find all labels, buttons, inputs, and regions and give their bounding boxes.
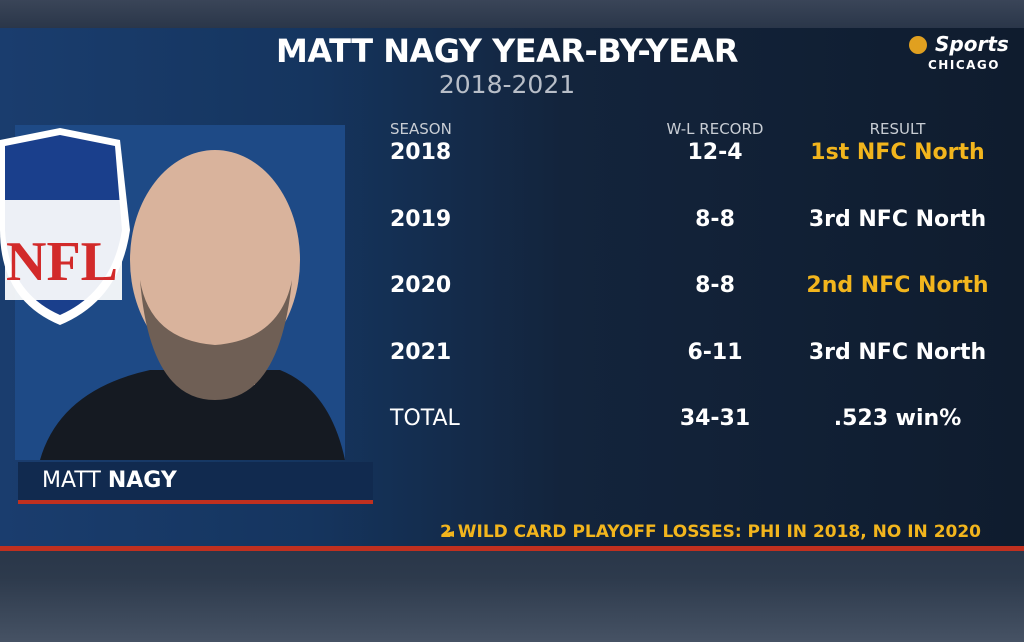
result: 1st NFC North (810, 140, 985, 165)
season: 2021 (390, 339, 452, 365)
record: 8-8 (695, 273, 735, 298)
result: 3rd NFC North (808, 206, 987, 232)
result: .523 win% (833, 406, 962, 431)
shirt (40, 370, 345, 460)
column-header: W-L RECORD (666, 120, 764, 138)
season: 2019 (390, 206, 452, 232)
column-header: RESULT (869, 120, 926, 138)
footnote: 2 WILD CARD PLAYOFF LOSSES: PHI IN 2018,… (440, 522, 982, 542)
logo-brand: Sports (935, 32, 1009, 56)
record: 8-8 (695, 206, 735, 232)
badge-text: NFL (6, 231, 118, 293)
peacock (909, 36, 927, 54)
last-name: NAGY (107, 468, 177, 493)
shield-lower (5, 200, 122, 300)
subtitle: 2018-2021 (438, 70, 576, 99)
title: MATT NAGY YEAR-BY-YEAR (276, 32, 738, 70)
player-name: MATT NAGY (42, 468, 177, 493)
column-header: SEASON (390, 120, 452, 138)
logo-city: CHICAGO (928, 58, 1000, 72)
record: 6-11 (687, 339, 743, 365)
nameplate (18, 462, 373, 504)
season: TOTAL (390, 406, 460, 431)
beard (140, 280, 292, 400)
head (130, 150, 300, 370)
result: 2nd NFC North (806, 273, 989, 298)
season: 2018 (390, 140, 452, 165)
result: 3rd NFC North (808, 339, 987, 365)
divider (0, 546, 1024, 551)
record: 12-4 (687, 140, 743, 165)
season: 2020 (390, 273, 452, 298)
record: 34-31 (679, 406, 751, 431)
first-name: MATT (42, 468, 101, 493)
note-arrow (442, 531, 454, 537)
